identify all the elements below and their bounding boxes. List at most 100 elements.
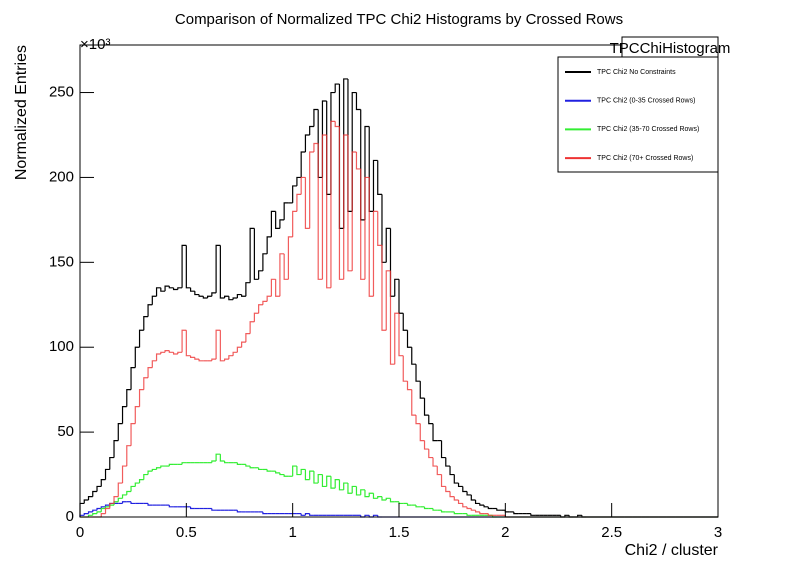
histogram-bin [258, 270, 263, 280]
histogram-bin [347, 483, 353, 494]
histogram-bin [487, 513, 493, 516]
histogram-bin [130, 366, 136, 390]
histogram-bin [266, 236, 272, 254]
histogram-bin [296, 176, 302, 186]
x-tick-label: 0 [76, 524, 84, 541]
histogram-bin [474, 500, 480, 505]
histogram-bin [151, 360, 157, 368]
histogram-bin [275, 279, 280, 297]
histogram-bin [355, 486, 361, 496]
histogram-bin [292, 210, 297, 237]
histogram-bin [436, 466, 442, 476]
histogram-bin [211, 508, 217, 511]
histogram-bin [364, 514, 370, 517]
histogram-bin [232, 297, 238, 300]
x-tick-label: 2 [501, 524, 509, 541]
histogram-bin [428, 449, 434, 459]
histogram-bin [245, 282, 251, 297]
histogram-bin [117, 482, 123, 497]
x-tick-label: 0.5 [176, 524, 197, 541]
x-tick-label: 1 [288, 524, 296, 541]
histogram-bin [147, 304, 153, 317]
histogram-bin [104, 507, 110, 514]
y-tick-label: 200 [49, 168, 74, 185]
histogram-bin [457, 483, 463, 488]
histogram-bin [372, 159, 378, 212]
histogram-bin [440, 474, 446, 488]
y-tick-label: 50 [57, 423, 74, 440]
histogram-bin [415, 364, 421, 382]
histogram-bin [428, 415, 434, 425]
legend-label: TPC Chi2 (70+ Crossed Rows) [597, 155, 693, 162]
histogram-bin [347, 134, 353, 272]
histogram-bin [432, 423, 438, 442]
histogram-bin [419, 423, 425, 442]
histogram-bin [126, 445, 132, 467]
histogram-bin [445, 486, 451, 493]
y-tick-label: 150 [49, 253, 74, 270]
histogram-bin [360, 168, 365, 280]
histogram-bin [245, 333, 251, 343]
histogram-bin [530, 513, 536, 516]
histogram-bin [334, 83, 340, 93]
histogram-bin [177, 287, 183, 290]
histogram-bin [300, 151, 306, 178]
histogram-bin [104, 468, 110, 480]
histogram-bin [219, 330, 225, 362]
histogram-bin [360, 489, 365, 495]
histogram-bin [334, 121, 340, 128]
histogram-bin [406, 503, 412, 506]
histogram-bin [292, 465, 297, 477]
histogram-bin [449, 466, 455, 476]
y-tick-label: 250 [49, 84, 74, 101]
histogram-bin [309, 151, 314, 229]
x-tick-label: 3 [714, 524, 722, 541]
histogram-bin [100, 513, 106, 517]
histogram-bin [462, 486, 468, 493]
y-tick-label: 0 [66, 508, 74, 525]
histogram-bin [96, 485, 102, 492]
histogram-bin [198, 294, 204, 297]
histogram-bin [355, 92, 361, 111]
legend-label: TPC Chi2 (35-70 Crossed Rows) [597, 126, 699, 133]
histogram-bin [457, 500, 463, 505]
histogram-bin [236, 346, 242, 353]
histogram-bin [368, 177, 374, 297]
histogram-bin [117, 423, 123, 441]
histogram-bin [466, 491, 472, 496]
histogram-bin [296, 193, 302, 212]
histogram-bin [236, 462, 242, 465]
histogram-bin [385, 270, 391, 331]
stats-title: TPCChiHistogram [610, 40, 731, 57]
histogram-bin [279, 253, 285, 297]
histogram-bin [232, 351, 238, 356]
histogram-bin [177, 351, 183, 355]
histogram-bin [287, 236, 293, 280]
histogram-bin [109, 456, 115, 470]
histogram-bin [364, 176, 370, 280]
histogram-bin [202, 296, 208, 299]
y-exponent-label: ×10³ [80, 36, 110, 53]
histogram-bin [321, 474, 327, 488]
histogram-bin [143, 473, 149, 480]
histogram-bin [224, 295, 229, 298]
histogram-bin [253, 228, 259, 280]
histogram-bin [172, 287, 178, 291]
histogram-bin [351, 485, 357, 494]
x-axis-label: Chi2 / cluster [625, 542, 719, 559]
histogram-bin [474, 510, 480, 513]
histogram-bin [279, 472, 285, 476]
histogram-bin [466, 506, 472, 510]
histogram-bin [168, 286, 174, 289]
histogram-bin [321, 134, 327, 280]
histogram-bin [270, 210, 276, 237]
histogram-bin [241, 341, 246, 348]
histogram-bin [143, 377, 149, 390]
histogram-bin [330, 476, 336, 489]
y-axis-label: Normalized Entries [13, 45, 30, 180]
histogram-bin [300, 176, 306, 195]
histogram-bin [83, 499, 89, 504]
histogram-bin [377, 496, 382, 499]
histogram-bin [440, 510, 446, 513]
